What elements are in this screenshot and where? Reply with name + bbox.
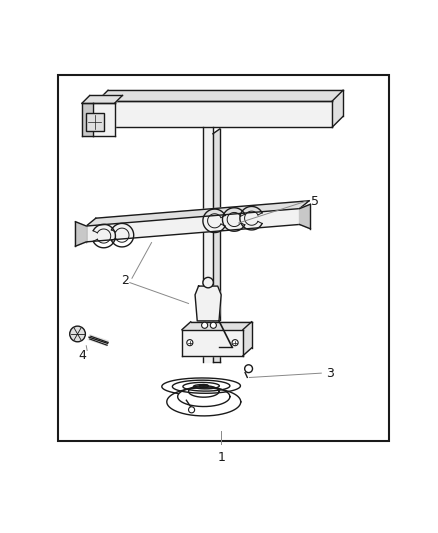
Circle shape <box>188 407 194 413</box>
Polygon shape <box>182 322 252 329</box>
Polygon shape <box>182 329 243 356</box>
Polygon shape <box>93 103 115 136</box>
Polygon shape <box>213 129 220 362</box>
Text: 5: 5 <box>311 195 319 208</box>
Text: 1: 1 <box>217 450 225 464</box>
Circle shape <box>232 340 238 346</box>
Circle shape <box>201 322 208 328</box>
Polygon shape <box>97 101 332 127</box>
Bar <box>58 75 389 441</box>
Text: 4: 4 <box>78 349 86 362</box>
Polygon shape <box>243 322 252 356</box>
Polygon shape <box>86 201 309 226</box>
Text: 3: 3 <box>326 367 334 379</box>
Polygon shape <box>203 127 213 362</box>
Polygon shape <box>86 208 300 242</box>
Polygon shape <box>195 286 221 321</box>
Circle shape <box>210 322 216 328</box>
Bar <box>86 114 104 131</box>
Text: 2: 2 <box>121 274 129 287</box>
Polygon shape <box>97 90 343 101</box>
Polygon shape <box>300 204 311 229</box>
Polygon shape <box>332 90 343 127</box>
Circle shape <box>187 340 193 346</box>
Circle shape <box>203 277 213 288</box>
Polygon shape <box>82 95 122 103</box>
Circle shape <box>245 365 253 373</box>
Polygon shape <box>82 103 93 136</box>
Circle shape <box>70 326 85 342</box>
Polygon shape <box>75 222 86 246</box>
